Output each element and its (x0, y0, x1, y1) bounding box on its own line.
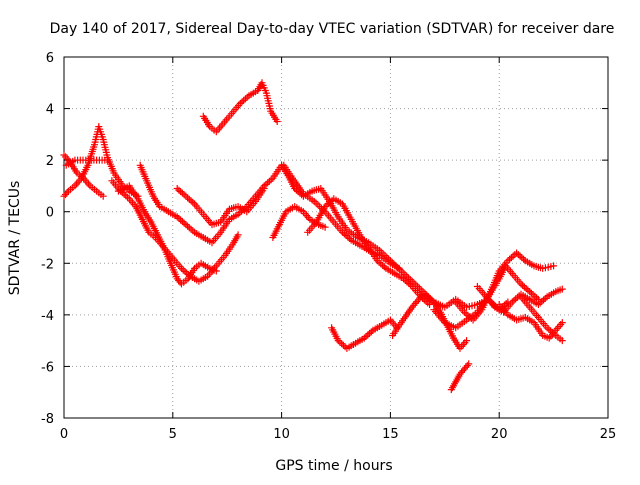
series-arc-17 (495, 301, 566, 342)
y-tick-label: -4 (41, 309, 54, 324)
y-tick-label: 0 (46, 206, 54, 221)
x-tick-labels: 0 5 10 15 20 25 (60, 427, 616, 442)
y-tick-label: -2 (41, 257, 54, 272)
data-point-markers (269, 203, 329, 241)
data-point-markers (199, 79, 281, 136)
data-point-markers (62, 156, 111, 169)
y-tick-label: -6 (41, 360, 54, 375)
data-point-markers (447, 360, 473, 394)
x-tick-label: 10 (273, 427, 290, 442)
data-point-markers (495, 301, 566, 342)
series-arc-18 (517, 293, 566, 345)
plot-frame (63, 56, 609, 419)
data-point-markers (280, 161, 403, 272)
y-tick-label: 6 (46, 51, 54, 66)
data-point-markers (114, 182, 220, 288)
data-series (60, 79, 566, 394)
data-point-markers (173, 185, 268, 229)
y-axis-label: SDTVAR / TECUs (7, 181, 23, 296)
x-tick-label: 5 (169, 427, 177, 442)
x-axis-label: GPS time / hours (275, 458, 392, 474)
x-tick-label: 25 (600, 427, 617, 442)
y-tick-labels: -8 -6 -4 -2 0 2 4 6 (41, 51, 54, 427)
series-arc-8 (199, 79, 281, 136)
data-point-markers (517, 293, 566, 345)
series-arc-12 (328, 316, 401, 352)
series-arc-10 (280, 161, 403, 272)
series-arc-5 (114, 182, 220, 288)
x-tick-label: 0 (60, 427, 68, 442)
data-point-markers (304, 195, 434, 308)
chart-title: Day 140 of 2017, Sidereal Day-to-day VTE… (50, 21, 615, 37)
y-tick-label: -8 (41, 412, 54, 427)
series-arc-19 (447, 360, 473, 394)
x-tick-label: 20 (491, 427, 508, 442)
x-tick-label: 15 (382, 427, 399, 442)
series-arc-7 (173, 185, 268, 229)
series-arc-9 (269, 203, 329, 241)
series-arc-11 (304, 195, 434, 308)
y-tick-label: 2 (46, 154, 54, 169)
series-arc-3 (62, 156, 111, 169)
y-tick-label: 4 (46, 103, 54, 118)
data-point-markers (328, 316, 401, 352)
